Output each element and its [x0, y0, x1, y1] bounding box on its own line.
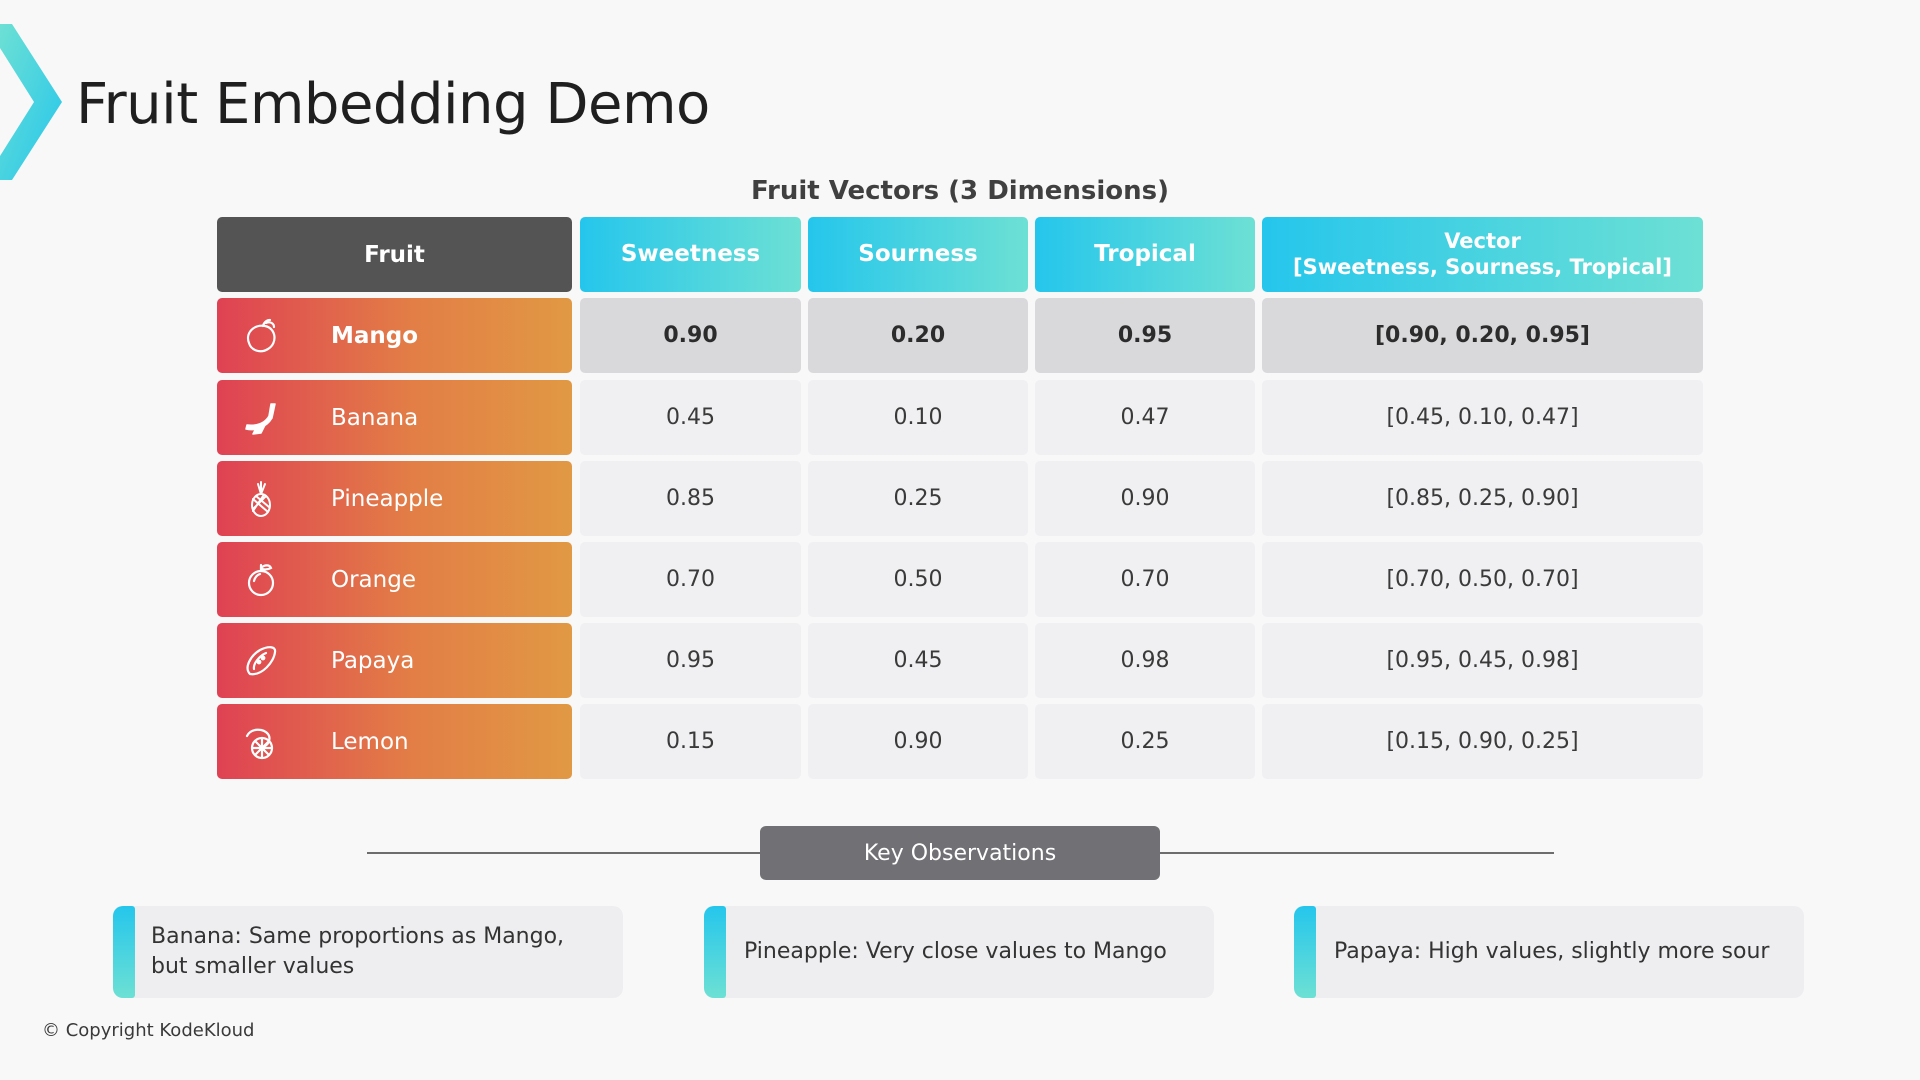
cell-tropical: 0.47	[1035, 380, 1255, 455]
header-vector-sublabel: [Sweetness, Sourness, Tropical]	[1293, 254, 1672, 279]
papaya-icon	[239, 639, 283, 683]
cell-sourness: 0.90	[808, 704, 1028, 779]
observation-card: Pineapple: Very close values to Mango	[704, 906, 1214, 998]
mango-icon	[239, 314, 283, 358]
cell-sourness: 0.50	[808, 542, 1028, 617]
table-row-fruit: Pineapple	[217, 461, 572, 536]
orange-icon	[239, 558, 283, 602]
header-tropical-label: Tropical	[1094, 240, 1196, 267]
pineapple-icon	[239, 477, 283, 521]
banana-icon	[239, 396, 283, 440]
copyright-notice: © Copyright KodeKloud	[42, 1020, 255, 1041]
chevron-logo-icon	[0, 24, 62, 180]
cell-sourness: 0.10	[808, 380, 1028, 455]
cell-sourness: 0.25	[808, 461, 1028, 536]
fruit-name: Papaya	[331, 647, 415, 674]
accent-bar	[1294, 906, 1316, 998]
cell-tropical: 0.70	[1035, 542, 1255, 617]
fruit-name: Orange	[331, 566, 416, 593]
page-title: Fruit Embedding Demo	[76, 72, 710, 137]
cell-sweetness: 0.95	[580, 623, 801, 698]
table-caption: Fruit Vectors (3 Dimensions)	[750, 176, 1170, 206]
cell-vector: [0.70, 0.50, 0.70]	[1262, 542, 1703, 617]
header-fruit-label: Fruit	[364, 241, 425, 268]
fruit-name: Mango	[331, 322, 419, 349]
cell-vector: [0.45, 0.10, 0.47]	[1262, 380, 1703, 455]
table-row-fruit: Papaya	[217, 623, 572, 698]
header-sourness-label: Sourness	[858, 240, 978, 267]
cell-sweetness: 0.90	[580, 298, 801, 373]
cell-tropical: 0.25	[1035, 704, 1255, 779]
cell-vector: [0.90, 0.20, 0.95]	[1262, 298, 1703, 373]
table-row-fruit: Banana	[217, 380, 572, 455]
header-vector: Vector [Sweetness, Sourness, Tropical]	[1262, 217, 1703, 292]
cell-tropical: 0.98	[1035, 623, 1255, 698]
table-row-fruit: Mango	[217, 298, 572, 373]
header-sweetness: Sweetness	[580, 217, 801, 292]
fruit-name: Pineapple	[331, 485, 444, 512]
header-sweetness-label: Sweetness	[620, 240, 761, 267]
accent-bar	[113, 906, 135, 998]
lemon-icon	[239, 720, 283, 764]
cell-vector: [0.85, 0.25, 0.90]	[1262, 461, 1703, 536]
header-fruit: Fruit	[217, 217, 572, 292]
observation-text: Papaya: High values, slightly more sour	[1334, 939, 1770, 965]
fruit-name: Banana	[331, 404, 419, 431]
fruit-name: Lemon	[331, 728, 409, 755]
header-sourness: Sourness	[808, 217, 1028, 292]
observation-text: Banana: Same proportions as Mango, but s…	[151, 924, 565, 979]
cell-sweetness: 0.85	[580, 461, 801, 536]
header-vector-label: Vector	[1444, 229, 1521, 254]
cell-vector: [0.95, 0.45, 0.98]	[1262, 623, 1703, 698]
observation-text: Pineapple: Very close values to Mango	[744, 939, 1167, 965]
cell-sweetness: 0.70	[580, 542, 801, 617]
table-row-fruit: Orange	[217, 542, 572, 617]
cell-sweetness: 0.45	[580, 380, 801, 455]
divider-right	[1160, 852, 1554, 854]
observation-card: Papaya: High values, slightly more sour	[1294, 906, 1804, 998]
cell-tropical: 0.90	[1035, 461, 1255, 536]
divider-left	[367, 852, 760, 854]
cell-vector: [0.15, 0.90, 0.25]	[1262, 704, 1703, 779]
cell-sourness: 0.20	[808, 298, 1028, 373]
accent-bar	[704, 906, 726, 998]
cell-sourness: 0.45	[808, 623, 1028, 698]
cell-sweetness: 0.15	[580, 704, 801, 779]
observation-card: Banana: Same proportions as Mango, but s…	[113, 906, 623, 998]
table-row-fruit: Lemon	[217, 704, 572, 779]
observations-title: Key Observations	[760, 826, 1160, 880]
cell-tropical: 0.95	[1035, 298, 1255, 373]
header-tropical: Tropical	[1035, 217, 1255, 292]
